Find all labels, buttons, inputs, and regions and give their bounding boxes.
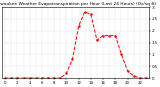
Title: Milwaukee Weather Evapotranspiration per Hour (Last 24 Hours) (Oz/sq ft): Milwaukee Weather Evapotranspiration per… [0,2,157,6]
